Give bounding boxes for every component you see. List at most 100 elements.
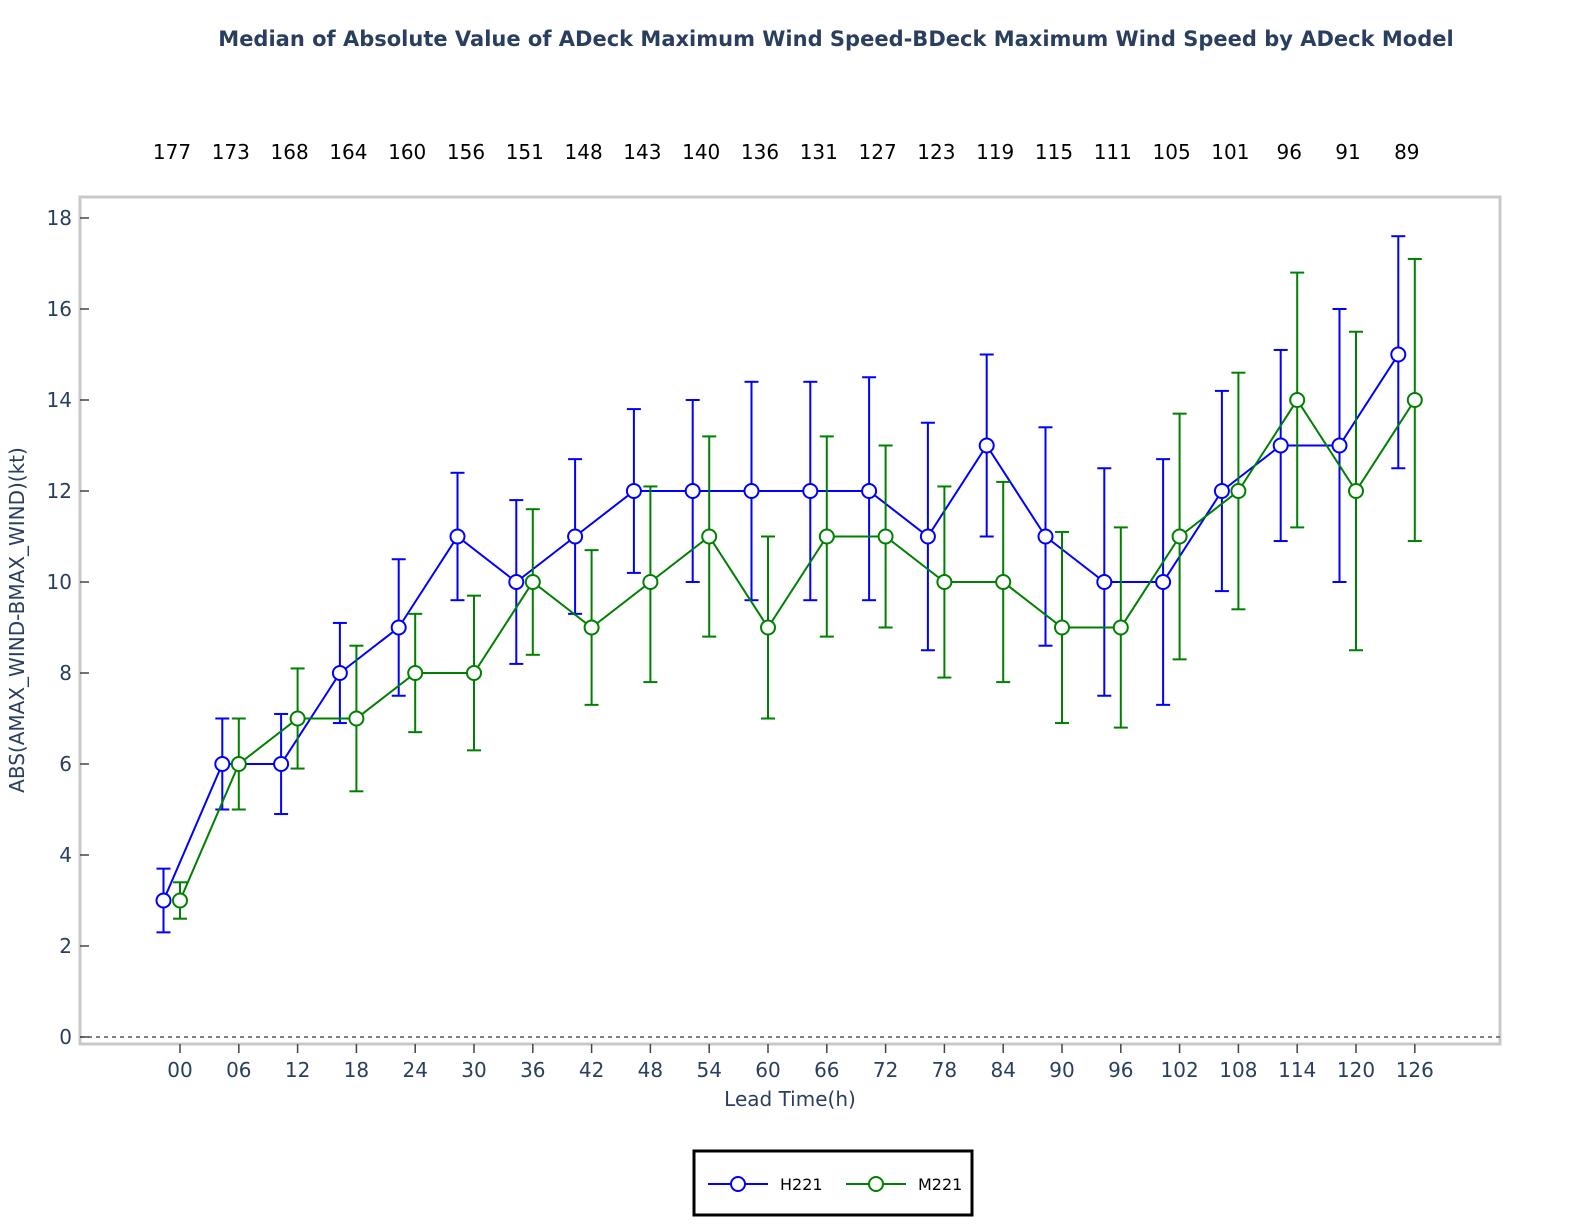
- data-point: [407, 665, 424, 681]
- x-tick-label: 36: [520, 1058, 545, 1082]
- legend-swatch-marker: [730, 1176, 746, 1192]
- y-tick-label: 6: [59, 752, 72, 776]
- data-point: [230, 756, 247, 772]
- sample-count-label: 96: [1276, 140, 1301, 164]
- data-point: [1331, 437, 1348, 454]
- series-M221: [172, 257, 1423, 920]
- legend-label: M221: [918, 1175, 962, 1194]
- data-point: [818, 528, 835, 545]
- data-point: [1112, 619, 1129, 636]
- sample-count-label: 160: [388, 140, 426, 164]
- sample-count-label: 143: [623, 140, 661, 164]
- data-point: [289, 710, 306, 727]
- data-point: [466, 665, 482, 681]
- series-layer: [155, 235, 1423, 934]
- series-line: [179, 398, 1416, 901]
- sample-count-label: 168: [271, 140, 309, 164]
- y-tick-label: 18: [47, 206, 72, 230]
- y-tick-label: 16: [47, 297, 72, 321]
- x-tick-label: 90: [1049, 1058, 1074, 1082]
- data-point: [684, 483, 701, 499]
- x-tick-label: 48: [638, 1058, 663, 1082]
- series-line: [162, 353, 1400, 901]
- y-tick-label: 0: [59, 1025, 72, 1049]
- y-axis: 0 2 4 6 8 10 12 14 16 18: [47, 206, 89, 1049]
- data-point: [273, 756, 290, 772]
- data-point: [390, 619, 407, 636]
- sample-count-label: 148: [565, 140, 603, 164]
- x-tick-label: 30: [461, 1058, 486, 1082]
- x-tick-label: 120: [1337, 1058, 1375, 1082]
- y-tick-label: 10: [47, 570, 72, 594]
- sample-count-label: 123: [917, 140, 955, 164]
- data-point: [861, 483, 878, 499]
- data-point: [936, 574, 953, 590]
- data-point: [348, 710, 365, 727]
- x-tick-label: 00: [167, 1058, 192, 1082]
- y-axis-title: ABS(AMAX_WIND-BMAX_WIND)(kt): [5, 447, 29, 793]
- data-point: [760, 619, 776, 636]
- data-point: [172, 892, 188, 909]
- data-point: [1054, 619, 1070, 636]
- sample-count-label: 91: [1335, 140, 1360, 164]
- series-H221: [155, 235, 1407, 934]
- x-tick-label: 84: [990, 1058, 1015, 1082]
- data-point: [508, 574, 525, 590]
- data-point: [701, 528, 718, 545]
- x-tick-label: 60: [755, 1058, 780, 1082]
- x-tick-label: 126: [1396, 1058, 1434, 1082]
- x-tick-label: 72: [873, 1058, 898, 1082]
- data-point: [1348, 483, 1364, 499]
- data-point: [214, 756, 231, 772]
- sample-count-label: 105: [1153, 140, 1191, 164]
- data-point: [1390, 346, 1407, 363]
- sample-count-label: 101: [1211, 140, 1249, 164]
- y-tick-label: 12: [47, 479, 72, 503]
- legend-item-H221[interactable]: H221: [708, 1175, 823, 1194]
- sample-count-label: 115: [1035, 140, 1073, 164]
- sample-count-label: 164: [329, 140, 367, 164]
- x-tick-label: 18: [344, 1058, 369, 1082]
- data-point: [1213, 483, 1230, 499]
- data-point: [1406, 392, 1423, 408]
- sample-counts: 177 173 168 164 160 156 151 148 143 140 136 131 127 1…: [153, 140, 1420, 164]
- sample-count-label: 131: [800, 140, 838, 164]
- x-tick-label: 42: [579, 1058, 604, 1082]
- data-point: [1155, 574, 1172, 590]
- data-point: [331, 665, 348, 681]
- legend-label: H221: [780, 1175, 823, 1194]
- data-point: [978, 437, 995, 454]
- sample-count-label: 140: [682, 140, 720, 164]
- sample-count-label: 127: [859, 140, 897, 164]
- x-tick-label: 78: [932, 1058, 957, 1082]
- y-tick-label: 2: [59, 934, 72, 958]
- legend-swatch-marker: [868, 1176, 884, 1192]
- data-point: [524, 574, 541, 590]
- sample-count-label: 156: [447, 140, 485, 164]
- data-point: [155, 892, 172, 909]
- data-point: [877, 528, 894, 545]
- data-point: [1171, 528, 1188, 545]
- x-tick-label: 114: [1278, 1058, 1316, 1082]
- x-tick-label: 102: [1161, 1058, 1199, 1082]
- y-tick-label: 8: [59, 661, 72, 685]
- x-tick-label: 54: [696, 1058, 721, 1082]
- data-point: [625, 483, 642, 499]
- x-tick-label: 12: [285, 1058, 310, 1082]
- x-axis-title: Lead Time(h): [724, 1087, 856, 1111]
- x-axis: 00 06 12 18 24 30 36 42 48 54 60 66 72 78 84 90 96 102 108…: [167, 1044, 1434, 1082]
- sample-count-label: 177: [153, 140, 191, 164]
- data-point: [1096, 574, 1113, 590]
- data-point: [642, 574, 659, 590]
- sample-count-label: 173: [212, 140, 250, 164]
- data-point: [449, 528, 466, 545]
- y-tick-label: 14: [47, 388, 72, 412]
- x-tick-label: 06: [226, 1058, 251, 1082]
- chart-title: Median of Absolute Value of ADeck Maximu…: [218, 27, 1453, 51]
- x-tick-label: 24: [402, 1058, 427, 1082]
- legend: H221 M221: [692, 1149, 974, 1217]
- data-point: [583, 619, 600, 636]
- legend-item-M221[interactable]: M221: [846, 1175, 962, 1194]
- x-tick-label: 108: [1219, 1058, 1257, 1082]
